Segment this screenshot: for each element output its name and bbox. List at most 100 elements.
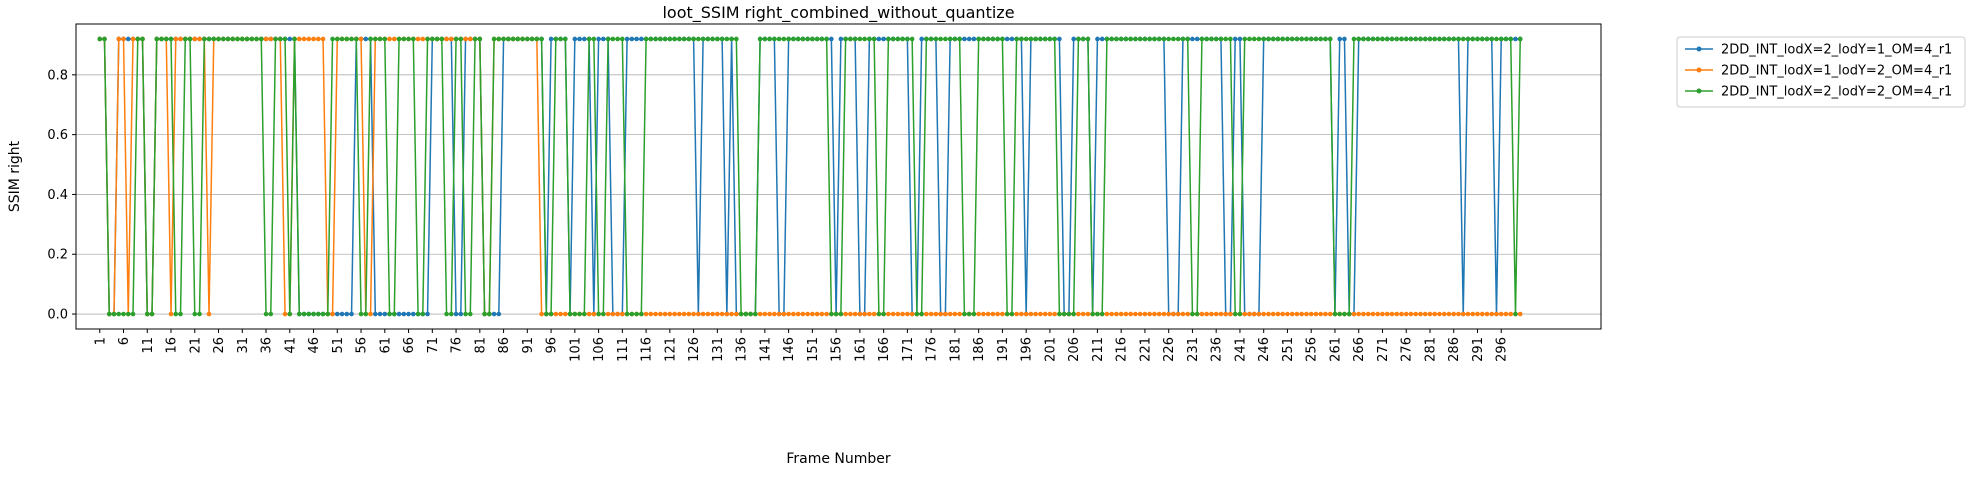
data-point — [334, 311, 340, 317]
x-tick-label: 276 — [1400, 337, 1415, 362]
data-point — [1437, 36, 1442, 42]
data-point — [344, 311, 350, 317]
data-point — [354, 36, 359, 42]
data-point — [420, 36, 426, 42]
data-point — [1133, 311, 1138, 317]
data-point — [1470, 36, 1476, 42]
data-point — [1465, 311, 1471, 317]
legend-label: 2DD_INT_lodX=2_lodY=1_OM=4_r1 — [1721, 43, 1952, 58]
data-point — [624, 311, 630, 317]
data-point — [1460, 36, 1466, 42]
x-tick-label: 46 — [307, 337, 322, 354]
data-point — [786, 311, 791, 317]
data-point — [700, 36, 706, 42]
data-point — [905, 311, 910, 317]
data-point — [377, 311, 383, 317]
data-point — [719, 311, 725, 317]
x-tick-label: 151 — [806, 337, 821, 362]
data-point — [453, 36, 459, 42]
data-point — [924, 311, 929, 317]
x-tick-label: 196 — [1020, 337, 1035, 362]
x-tick-label: 176 — [925, 337, 940, 362]
legend-label: 2DD_INT_lodX=1_lodY=2_OM=4_r1 — [1721, 64, 1952, 79]
y-tick-label: 0.2 — [47, 248, 68, 263]
data-point — [639, 311, 644, 317]
data-point — [1019, 36, 1024, 42]
data-point — [449, 311, 454, 317]
data-point — [662, 36, 668, 42]
data-point — [852, 311, 858, 317]
data-point — [1028, 36, 1034, 42]
data-point — [1109, 36, 1114, 42]
data-point — [1508, 311, 1514, 317]
data-point — [591, 311, 597, 317]
data-point — [1389, 311, 1395, 317]
data-point — [881, 311, 886, 317]
data-point — [1441, 36, 1447, 42]
data-point — [1503, 311, 1509, 317]
data-point — [1484, 36, 1490, 42]
series-line — [99, 38, 1521, 315]
data-point — [1256, 36, 1262, 42]
data-point — [1427, 36, 1433, 42]
data-point — [900, 311, 905, 317]
data-point — [1399, 311, 1404, 317]
data-point — [1038, 36, 1043, 42]
data-point — [1375, 36, 1381, 42]
data-point — [724, 36, 730, 42]
data-point — [805, 311, 810, 317]
data-point — [363, 36, 369, 42]
data-point — [1384, 36, 1390, 42]
data-point — [577, 36, 582, 42]
data-point — [496, 311, 502, 317]
data-point — [1460, 311, 1466, 317]
y-tick-label: 0.4 — [47, 188, 68, 203]
data-point — [962, 311, 967, 317]
data-point — [1280, 36, 1285, 42]
data-point — [392, 311, 397, 317]
data-point — [387, 311, 392, 317]
data-point — [572, 311, 578, 317]
data-point — [658, 311, 663, 317]
data-point — [458, 36, 464, 42]
data-point — [1014, 311, 1019, 317]
x-tick-label: 171 — [901, 337, 916, 362]
x-tick-label: 241 — [1233, 337, 1248, 362]
data-point — [282, 311, 288, 317]
data-point — [1270, 36, 1276, 42]
data-point — [696, 311, 701, 317]
data-point — [258, 36, 264, 42]
data-point — [900, 36, 905, 42]
data-point — [1218, 36, 1224, 42]
data-point — [125, 36, 131, 42]
data-point — [330, 36, 335, 42]
data-point — [1147, 36, 1152, 42]
x-tick-label: 296 — [1495, 337, 1510, 362]
data-point — [1038, 311, 1043, 317]
data-point — [349, 36, 354, 42]
data-point — [1403, 311, 1409, 317]
data-point — [833, 311, 839, 317]
data-point — [734, 36, 739, 42]
data-point — [890, 311, 896, 317]
data-point — [130, 311, 136, 317]
data-point — [1346, 311, 1352, 317]
data-point — [320, 36, 326, 42]
data-point — [491, 36, 497, 42]
data-point — [287, 311, 293, 317]
data-point — [653, 311, 658, 317]
data-point — [1161, 36, 1167, 42]
data-point — [620, 36, 625, 42]
data-point — [373, 311, 378, 317]
data-point — [605, 36, 611, 42]
data-point — [401, 36, 407, 42]
data-point — [715, 36, 720, 42]
y-tick-label: 0.8 — [47, 68, 68, 83]
data-point — [729, 36, 734, 42]
legend-box — [1676, 36, 1966, 108]
data-point — [1247, 311, 1252, 317]
data-point — [121, 36, 126, 42]
x-tick-label: 246 — [1257, 337, 1272, 362]
data-point — [563, 311, 568, 317]
data-point — [1147, 311, 1152, 317]
